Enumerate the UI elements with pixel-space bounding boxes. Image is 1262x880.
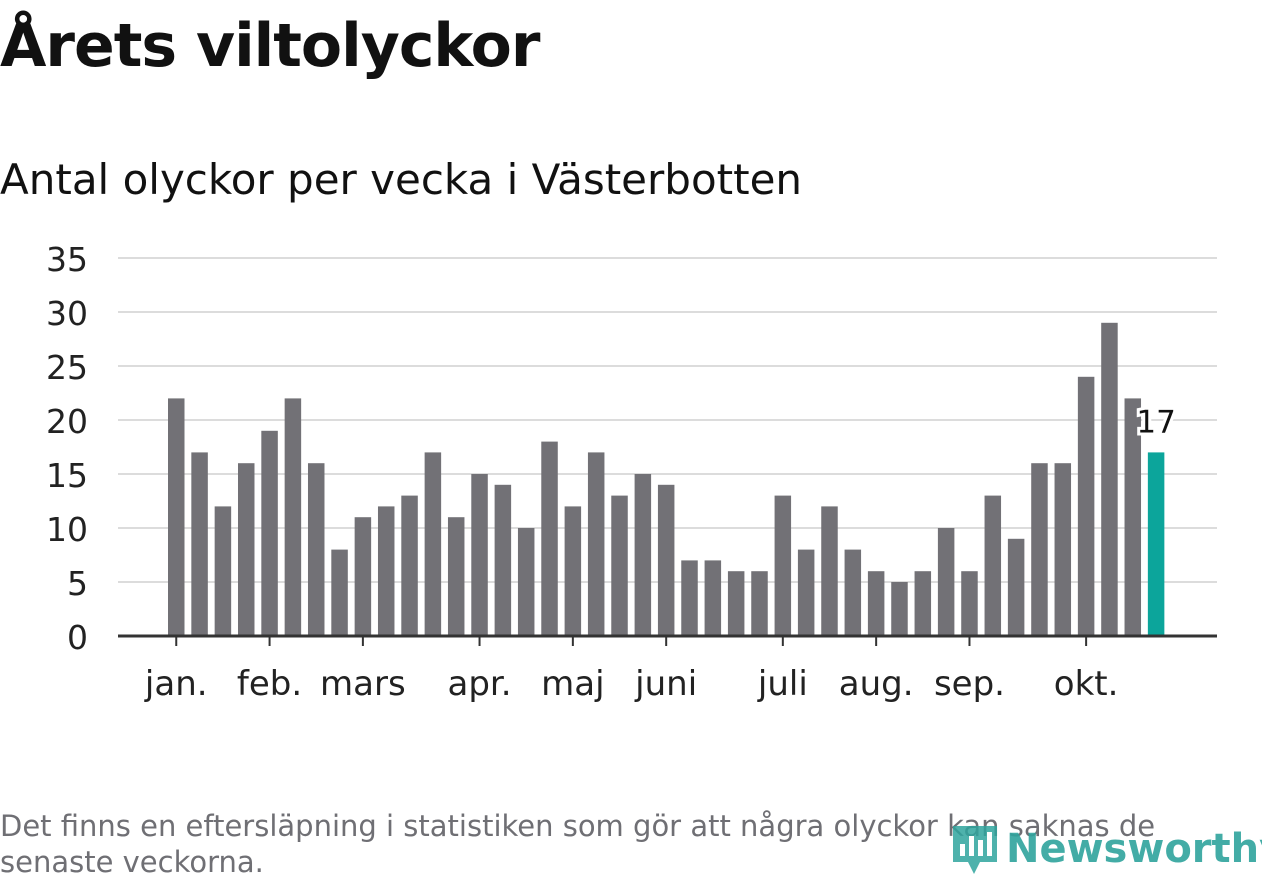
y-tick-label: 15 bbox=[46, 456, 88, 495]
bar bbox=[494, 484, 512, 636]
chart-title: Årets viltolyckor bbox=[0, 11, 540, 81]
y-tick-label: 30 bbox=[46, 294, 88, 333]
bar bbox=[704, 560, 722, 636]
bar bbox=[587, 452, 605, 636]
bar bbox=[611, 495, 628, 636]
x-tick-label: sep. bbox=[934, 664, 1005, 704]
x-tick-label: juni bbox=[634, 664, 697, 704]
bar bbox=[914, 571, 932, 636]
x-tick-label: okt. bbox=[1054, 664, 1119, 704]
x-tick-label: apr. bbox=[447, 664, 511, 704]
bar bbox=[751, 571, 768, 636]
bar bbox=[191, 452, 208, 636]
bar bbox=[541, 441, 558, 636]
bar bbox=[1007, 538, 1025, 636]
newsworthy-logo-text: Newsworthy bbox=[1006, 826, 1262, 872]
bar bbox=[307, 463, 325, 636]
bar bbox=[1101, 322, 1118, 636]
bar bbox=[517, 528, 535, 636]
bar bbox=[331, 549, 348, 636]
bar bbox=[727, 571, 745, 636]
bar bbox=[821, 506, 838, 636]
bar bbox=[657, 484, 675, 636]
bar bbox=[424, 452, 442, 636]
x-tick-label: feb. bbox=[237, 664, 302, 704]
bar bbox=[1054, 463, 1072, 636]
x-tick-label: jan. bbox=[144, 664, 208, 704]
y-axis-ticks: 0 5 10 15 20 25 30 35 bbox=[46, 240, 88, 657]
bar bbox=[961, 571, 978, 636]
bar bbox=[377, 506, 395, 636]
newsworthy-logo[interactable]: Newsworthy bbox=[950, 820, 1262, 878]
bar bbox=[844, 549, 862, 636]
y-tick-label: 35 bbox=[46, 240, 88, 279]
bar bbox=[354, 517, 372, 636]
bar bbox=[168, 398, 185, 636]
y-tick-label: 0 bbox=[67, 618, 88, 657]
bar-highlighted bbox=[1147, 452, 1165, 636]
x-tick-label: juli bbox=[757, 664, 808, 704]
bar bbox=[261, 430, 278, 636]
x-tick-label: maj bbox=[541, 664, 604, 704]
bar bbox=[564, 506, 582, 636]
x-tick-label: mars bbox=[320, 664, 406, 704]
y-tick-label: 10 bbox=[46, 510, 88, 549]
x-tick-label: aug. bbox=[839, 664, 914, 704]
bar bbox=[937, 528, 955, 636]
bar bbox=[984, 495, 1002, 636]
chart-subtitle: Antal olyckor per vecka i Västerbotten bbox=[0, 155, 803, 204]
newsworthy-logo-icon bbox=[953, 826, 997, 874]
data-label: 17 bbox=[1136, 404, 1175, 440]
bar bbox=[634, 474, 652, 636]
bar bbox=[681, 560, 698, 636]
y-tick-label: 20 bbox=[46, 402, 88, 441]
bar bbox=[447, 517, 465, 636]
bar bbox=[867, 571, 885, 636]
bar bbox=[1124, 398, 1142, 636]
bar bbox=[797, 549, 815, 636]
bar-chart: 0 5 10 15 20 25 30 35 jan. feb. mars apr. maj juni ju… bbox=[46, 240, 1217, 704]
bar bbox=[891, 582, 908, 636]
bar bbox=[774, 495, 792, 636]
bar bbox=[214, 506, 232, 636]
bar bbox=[1077, 376, 1095, 636]
y-tick-label: 25 bbox=[46, 348, 88, 387]
bar bbox=[471, 474, 488, 636]
y-tick-label: 5 bbox=[67, 564, 88, 603]
bar bbox=[284, 398, 302, 636]
bar bbox=[401, 495, 418, 636]
bar bbox=[237, 463, 255, 636]
bars bbox=[168, 322, 1165, 636]
x-axis-ticks: jan. feb. mars apr. maj juni juli aug. sep. okt. bbox=[144, 636, 1119, 704]
data-labels: 17 bbox=[1133, 401, 1178, 443]
bar bbox=[1031, 463, 1048, 636]
